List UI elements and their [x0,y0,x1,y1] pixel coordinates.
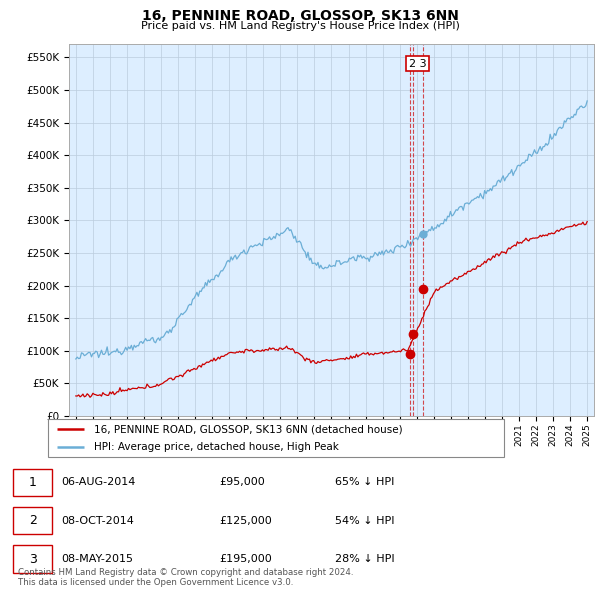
Text: 2: 2 [29,514,37,527]
Text: 54% ↓ HPI: 54% ↓ HPI [335,516,394,526]
Text: 65% ↓ HPI: 65% ↓ HPI [335,477,394,487]
Text: HPI: Average price, detached house, High Peak: HPI: Average price, detached house, High… [94,442,338,452]
Text: £125,000: £125,000 [220,516,272,526]
Text: 16, PENNINE ROAD, GLOSSOP, SK13 6NN (detached house): 16, PENNINE ROAD, GLOSSOP, SK13 6NN (det… [94,424,402,434]
Text: £95,000: £95,000 [220,477,265,487]
FancyBboxPatch shape [13,507,52,535]
Text: 06-AUG-2014: 06-AUG-2014 [61,477,136,487]
Text: 2 3: 2 3 [409,58,427,68]
Text: Contains HM Land Registry data © Crown copyright and database right 2024.
This d: Contains HM Land Registry data © Crown c… [18,568,353,587]
Text: 08-MAY-2015: 08-MAY-2015 [61,554,133,564]
Text: 08-OCT-2014: 08-OCT-2014 [61,516,134,526]
Text: 3: 3 [29,552,37,566]
Text: 28% ↓ HPI: 28% ↓ HPI [335,554,394,564]
FancyBboxPatch shape [13,545,52,573]
Text: 1: 1 [29,476,37,489]
Text: 16, PENNINE ROAD, GLOSSOP, SK13 6NN: 16, PENNINE ROAD, GLOSSOP, SK13 6NN [142,9,458,23]
Text: Price paid vs. HM Land Registry's House Price Index (HPI): Price paid vs. HM Land Registry's House … [140,21,460,31]
FancyBboxPatch shape [48,419,504,457]
FancyBboxPatch shape [13,468,52,496]
Text: £195,000: £195,000 [220,554,272,564]
